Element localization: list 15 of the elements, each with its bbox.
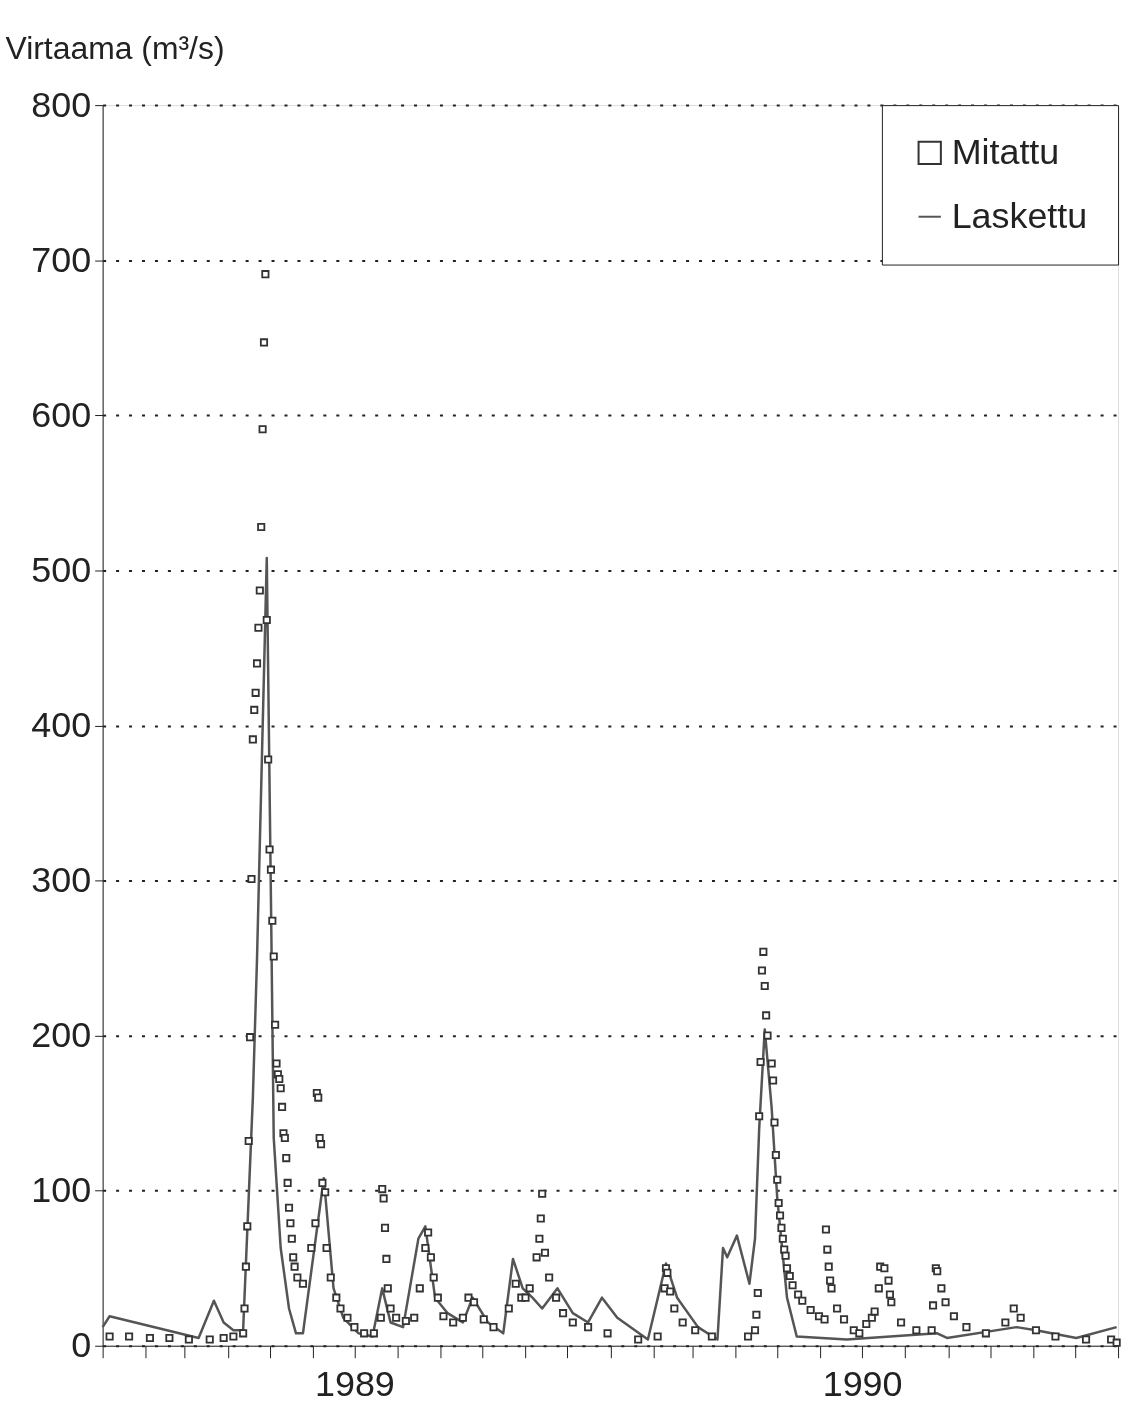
legend-label: Laskettu [951, 195, 1088, 236]
y-tick-label: 0 [71, 1325, 92, 1366]
y-tick-label: 600 [31, 394, 92, 435]
y-tick-label: 300 [31, 859, 92, 900]
legend-label: Mitattu [951, 131, 1060, 172]
y-tick-label: 400 [31, 704, 92, 745]
x-tick-label: 1989 [315, 1364, 395, 1405]
y-tick-label: 200 [31, 1015, 92, 1056]
y-axis-title: Virtaama (m³/s) [5, 29, 225, 66]
x-tick-label: 1990 [822, 1364, 903, 1405]
y-tick-label: 100 [31, 1170, 92, 1211]
y-tick-label: 700 [31, 239, 92, 280]
y-tick-label: 800 [31, 84, 92, 125]
line-series [101, 556, 1118, 1341]
y-tick-label: 500 [31, 549, 92, 590]
